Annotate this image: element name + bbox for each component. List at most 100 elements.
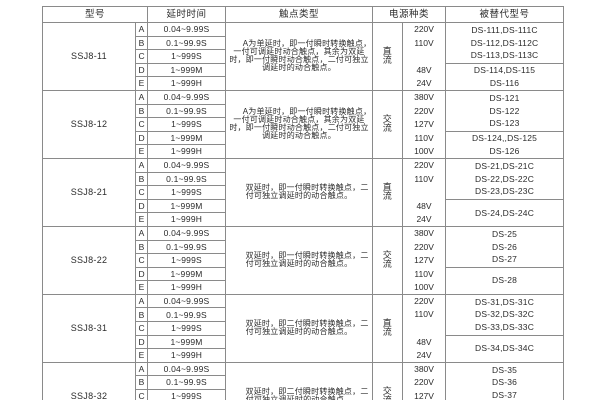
replaced-model-cell: DS-25 DS-26 DS-27 — [445, 225, 565, 268]
table-row: SSJ8-31 A 0.04~9.99S 双延时，即二付瞬时转换触点，二付可独立调延时… — [42, 293, 565, 363]
letter-cell: A — [134, 361, 149, 377]
table-row: SSJ8-22 A 0.04~9.99S 双延时，即一付瞬时转换触点，二付可独立调延时… — [42, 225, 565, 295]
voltage-value: 48V — [416, 200, 432, 211]
power-type-char: 直 — [382, 318, 393, 329]
replaced-model-stack: DS-111,DS-111C DS-112,DS-112C DS-113,DS-11… — [446, 24, 563, 62]
delay-time-cell: 0.1~99.9S — [147, 35, 227, 51]
letter-cell: D — [134, 198, 149, 214]
delay-time-cell: 1~999S — [147, 389, 227, 400]
voltage-value: 127V — [414, 119, 434, 130]
delay-time-cell: 0.04~9.99S — [147, 157, 227, 173]
letter-cell: E — [134, 212, 149, 227]
delay-time-cell: 0.1~99.9S — [147, 375, 227, 391]
header-power-type: 电源种类 — [372, 6, 447, 23]
voltage-value: 100V — [414, 146, 434, 157]
delay-time-cell: 1~999S — [147, 185, 227, 200]
delay-time-cell: 1~999M — [147, 266, 227, 282]
table-header-row: 型号 延时时间 触点类型 电源种类 被替代型号 — [41, 6, 565, 23]
replaced-model-cell: DS-114,DS-115 DS-116 — [445, 62, 565, 91]
header-model: 型号 — [41, 6, 149, 23]
letter-cell: A — [134, 293, 149, 309]
replaced-model-value: DS-26 — [491, 241, 518, 252]
delay-time-cell: 0.1~99.9S — [147, 171, 227, 187]
replaced-model-value: DS-114,DS-115 — [473, 65, 536, 76]
table-row: D 1~999M DS-124,,DS-125 DS-126 — [43, 130, 565, 159]
letter-cell: E — [134, 280, 149, 295]
table-row: D 1~999M DS-28 — [43, 266, 565, 295]
delay-time-cell: 1~999M — [147, 62, 227, 78]
power-type-char: 流 — [382, 123, 393, 134]
model-cell: SSJ8-11 — [42, 22, 136, 91]
replaced-model-cell: DS-121 DS-122 DS-123 — [445, 89, 565, 132]
replaced-model-cell: DS-111,DS-111C DS-112,DS-112C DS-113,DS-11… — [445, 22, 565, 64]
delay-time-cell: 0.04~9.99S — [147, 361, 227, 377]
relay-specification-table: 型号 延时时间 触点类型 电源种类 被替代型号 SSJ8-11 A 0.04~9.99S A为单… — [41, 6, 565, 400]
delay-time-cell: 0.04~9.99S — [147, 89, 227, 105]
replaced-model-value: DS-35 — [491, 364, 518, 375]
delay-time-cell: 1~999H — [147, 212, 227, 227]
letter-cell: E — [134, 144, 149, 159]
table-row: C 1~999S — [43, 389, 564, 400]
header-delay-time: 延时时间 — [147, 6, 227, 23]
delay-time-cell: 0.1~99.9S — [147, 307, 227, 323]
delay-time-cell: 1~999M — [147, 334, 227, 350]
letter-cell: A — [134, 89, 149, 105]
replaced-model-value: DS-112,DS-112C — [470, 37, 539, 48]
replaced-model-cell: DS-28 — [445, 266, 565, 295]
letter-cell: A — [134, 225, 149, 241]
header-replaced-model: 被替代型号 — [445, 6, 565, 23]
voltage-value: 24V — [416, 78, 432, 89]
voltage-cell: 220V 110V 48V 24V — [402, 22, 447, 91]
table-row: B 0.1~99.9S — [43, 375, 564, 391]
model-cell: SSJ8-32 — [42, 361, 136, 400]
letter-cell: A — [134, 22, 149, 37]
voltage-value: 48V — [416, 336, 432, 347]
power-type-char: 流 — [382, 327, 393, 338]
power-type-cell: 直流 — [372, 293, 404, 363]
letter-cell: D — [134, 266, 149, 282]
power-type-char: 流 — [382, 191, 393, 202]
header-contact-type: 触点类型 — [225, 6, 374, 23]
delay-time-cell: 1~999M — [147, 198, 227, 214]
replaced-model-value: DS-23,DS-23C — [474, 186, 535, 197]
voltage-value: 110V — [414, 37, 434, 48]
voltage-value: 110V — [414, 309, 434, 320]
replaced-model-cell: DS-35 DS-36 DS-37 — [445, 361, 565, 400]
model-cell: SSJ8-21 — [42, 157, 136, 227]
replaced-model-cell: DS-124,,DS-125 DS-126 — [445, 130, 565, 159]
voltage-stack: 220V 110V 48V 24V — [403, 23, 445, 90]
replaced-model-value: DS-27 — [491, 254, 518, 265]
power-type-char: 直 — [382, 182, 393, 193]
replaced-model-value: DS-122 — [489, 105, 520, 116]
replaced-model-stack: DS-35 DS-36 DS-37 — [446, 364, 563, 400]
voltage-value — [423, 186, 425, 199]
table-row: C 1~999S — [43, 253, 564, 268]
model-cell: SSJ8-22 — [42, 225, 136, 295]
replaced-model-value: DS-111,DS-111C — [471, 25, 538, 35]
letter-cell: C — [134, 253, 149, 268]
voltage-value: 220V — [414, 24, 434, 34]
voltage-value: 220V — [414, 377, 434, 388]
replaced-model-value: DS-36 — [491, 377, 518, 388]
voltage-value — [423, 322, 425, 335]
voltage-value: 127V — [414, 391, 434, 400]
delay-time-cell: 0.04~9.99S — [147, 293, 227, 309]
voltage-stack: 220V 110V 48V 24V — [403, 159, 445, 226]
voltage-value: 220V — [414, 241, 434, 252]
table-row: E 1~999H — [43, 212, 564, 227]
letter-cell: D — [134, 130, 149, 146]
model-cell: SSJ8-31 — [42, 293, 136, 363]
contact-type-cell: 双延时，即一付瞬时转换触点，二付可独立调延时的动合触点。 — [225, 157, 374, 227]
replaced-model-value: DS-126 — [489, 145, 520, 156]
power-type-cell: 直流 — [372, 22, 404, 91]
replaced-model-stack: DS-28 — [446, 274, 563, 287]
voltage-value: 380V — [414, 363, 434, 374]
replaced-model-stack: DS-114,DS-115 DS-116 — [446, 64, 563, 89]
voltage-value: 100V — [414, 282, 434, 293]
voltage-value: 127V — [414, 255, 434, 266]
letter-cell: D — [134, 334, 149, 350]
replaced-model-value: DS-22,DS-22C — [474, 173, 535, 184]
voltage-cell: 220V 110V 48V 24V — [402, 293, 447, 363]
